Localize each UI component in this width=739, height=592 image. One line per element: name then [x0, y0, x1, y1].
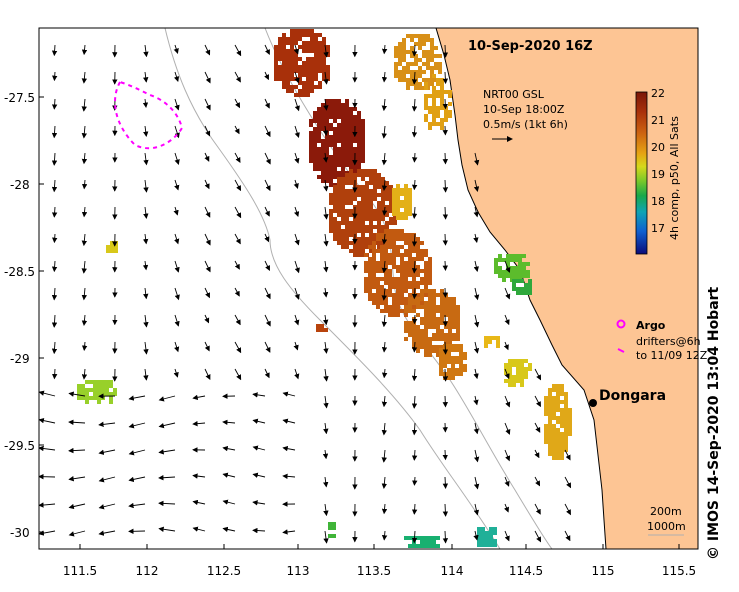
- lon-label: 114.5: [509, 564, 543, 578]
- drifters-label-line1: drifters@6h: [636, 335, 701, 348]
- lat-label: -28.5: [4, 265, 35, 279]
- lon-label: 113: [287, 564, 310, 578]
- argo-label: Argo: [636, 319, 666, 332]
- lat-label: -29.5: [4, 439, 35, 453]
- current-legend-line1: NRT00 GSL: [483, 88, 545, 101]
- lon-label: 115.5: [662, 564, 696, 578]
- colorbar-label: 4h comp, p50, All Sats: [668, 116, 681, 240]
- drifters-label-line2: to 11/09 12Z: [636, 349, 708, 362]
- current-vectors: [39, 44, 572, 544]
- colorbar-tick: 19: [651, 168, 665, 181]
- lon-label: 111.5: [63, 564, 97, 578]
- colorbar: [635, 91, 648, 255]
- isobath-legend-1000m: 1000m: [647, 520, 686, 533]
- argo-marker-icon: [616, 319, 626, 329]
- current-legend-line3: 0.5m/s (1kt 6h): [483, 118, 568, 131]
- isobath-legend-200m: 200m: [650, 505, 682, 518]
- colorbar-tick: 20: [651, 141, 665, 154]
- dongara-label: Dongara: [599, 388, 666, 404]
- lat-label: -27.5: [4, 91, 35, 105]
- colorbar-tick: 21: [651, 114, 665, 127]
- lon-label: 115: [592, 564, 615, 578]
- sst-pixels: [77, 29, 572, 548]
- map-date-title: 10-Sep-2020 16Z: [468, 39, 593, 54]
- plot-frame: [38, 27, 699, 550]
- argo-drifter-track: [114, 81, 184, 150]
- current-legend-line2: 10-Sep 18:00Z: [483, 103, 565, 116]
- axis-ticks: [39, 96, 680, 549]
- dongara-marker: [589, 399, 597, 407]
- colorbar-tick: 18: [651, 195, 665, 208]
- lat-label: -29: [10, 352, 30, 366]
- imos-credit: © IMOS 14-Sep-2020 13:04 Hobart: [706, 286, 722, 560]
- land-mass: [435, 28, 698, 549]
- colorbar-tick: 17: [651, 222, 665, 235]
- lon-label: 112.5: [207, 564, 241, 578]
- lon-label: 112: [136, 564, 159, 578]
- colorbar-tick: 22: [651, 87, 665, 100]
- drifter-legend-icon: [617, 348, 625, 353]
- lat-label: -28: [10, 178, 30, 192]
- lon-label: 113.5: [357, 564, 391, 578]
- lat-label: -30: [10, 526, 30, 540]
- lon-label: 114: [441, 564, 464, 578]
